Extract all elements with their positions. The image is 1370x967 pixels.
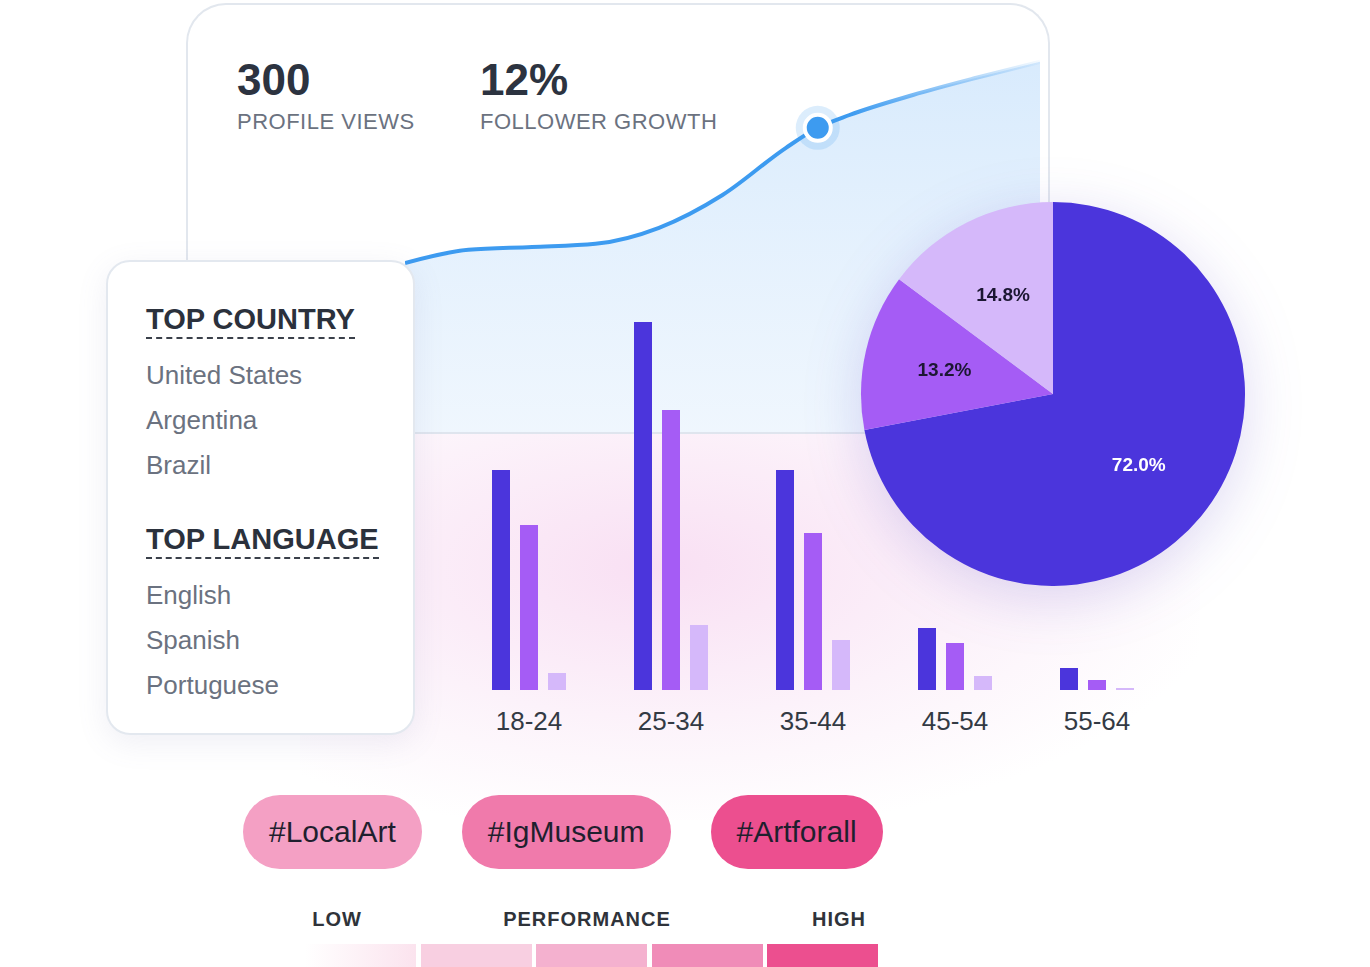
svg-text:13.2%: 13.2% bbox=[918, 359, 972, 380]
html-text:Brazil: Brazil bbox=[146, 450, 211, 480]
html-text:FOLLOWER GROWTH: FOLLOWER GROWTH bbox=[480, 109, 718, 134]
html-text:#Artforall: #Artforall bbox=[736, 815, 857, 848]
html-text:United States: United States bbox=[146, 360, 303, 390]
html-text:English: English bbox=[146, 580, 232, 610]
html-text:TOP COUNTRY: TOP COUNTRY bbox=[146, 303, 355, 335]
html-text:Spanish: Spanish bbox=[146, 625, 240, 655]
svg-text:35-44: 35-44 bbox=[780, 706, 847, 736]
html-text:#LocalArt: #LocalArt bbox=[269, 815, 396, 848]
html-text:HIGH: HIGH bbox=[812, 908, 866, 930]
html-text:300: 300 bbox=[237, 55, 311, 104]
html-text:TOP LANGUAGE: TOP LANGUAGE bbox=[146, 523, 379, 555]
html-text:Argentina: Argentina bbox=[146, 405, 258, 435]
svg-text:55-64: 55-64 bbox=[1064, 706, 1131, 736]
html-text:PERFORMANCE: PERFORMANCE bbox=[503, 908, 671, 930]
svg-text:18-24: 18-24 bbox=[496, 706, 563, 736]
html-text:#IgMuseum: #IgMuseum bbox=[487, 815, 645, 848]
html-text:Portuguese: Portuguese bbox=[146, 670, 279, 700]
svg-text:72.0%: 72.0% bbox=[1112, 454, 1166, 475]
svg-text:25-34: 25-34 bbox=[638, 706, 705, 736]
html-text:PROFILE VIEWS: PROFILE VIEWS bbox=[237, 109, 415, 134]
html-text:LOW: LOW bbox=[312, 908, 362, 930]
svg-text:14.8%: 14.8% bbox=[976, 284, 1030, 305]
html-text:12%: 12% bbox=[480, 55, 569, 104]
svg-text:45-54: 45-54 bbox=[922, 706, 989, 736]
